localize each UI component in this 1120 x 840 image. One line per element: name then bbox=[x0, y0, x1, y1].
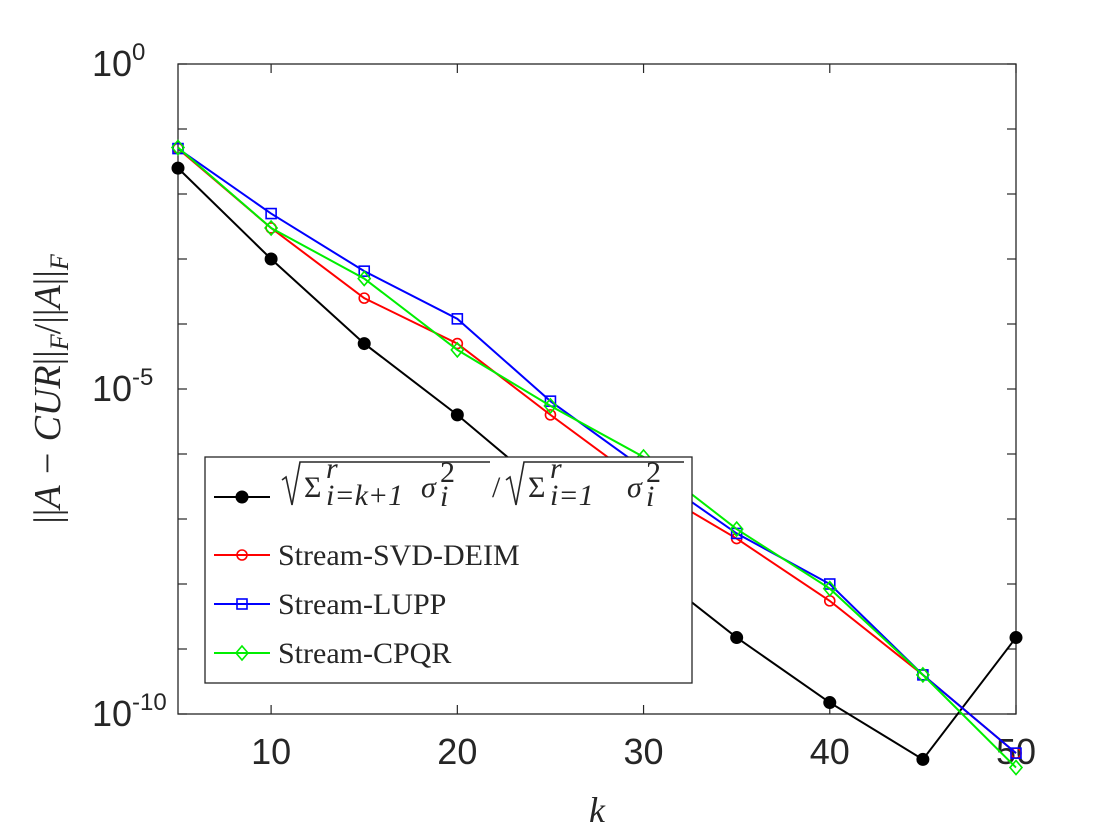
legend-sigma-1-sup: 2 bbox=[440, 456, 455, 489]
legend-marker-1 bbox=[236, 549, 248, 561]
data-point bbox=[1010, 747, 1022, 759]
legend-sum1-sup: r bbox=[326, 452, 338, 485]
data-point bbox=[264, 219, 279, 237]
legend-marker-2 bbox=[236, 598, 248, 610]
data-point bbox=[357, 270, 372, 287]
legend-sigma-1-sub: i bbox=[440, 480, 448, 513]
svg-text:Σ: Σ bbox=[528, 471, 545, 504]
svg-text:Σ: Σ bbox=[304, 471, 321, 504]
x-axis-label: k bbox=[589, 790, 606, 830]
data-point bbox=[1009, 631, 1023, 645]
x-tick-label: 20 bbox=[437, 731, 477, 772]
legend-sigma-2-sub: i bbox=[646, 480, 654, 513]
y-label-expr2: A bbox=[27, 285, 69, 312]
data-point bbox=[358, 292, 371, 304]
y-tick-label: 10-10 bbox=[92, 689, 167, 734]
axis-tick-labels: 10 20 30 40 50 10-10 10-5 100 bbox=[92, 39, 1036, 772]
data-point bbox=[915, 666, 930, 684]
legend-sum2-sup: r bbox=[550, 452, 562, 485]
legend-marker-0 bbox=[235, 490, 249, 504]
legend-entry-2: Stream-LUPP bbox=[214, 588, 446, 621]
svg-text:||A − CUR||F/||A||F: ||A − CUR||F/||A||F bbox=[27, 253, 74, 524]
data-point bbox=[729, 520, 744, 538]
data-point bbox=[170, 139, 186, 156]
data-point bbox=[1008, 759, 1024, 776]
series-layer bbox=[170, 139, 1024, 776]
legend-entry-0: Σ r i=k+1 σ 2 i / Σ r i=1 σ 2 i bbox=[214, 452, 684, 513]
data-point bbox=[543, 397, 558, 415]
data-point bbox=[916, 752, 930, 766]
x-tick-label: 40 bbox=[810, 731, 850, 772]
radical-1-icon bbox=[281, 461, 490, 506]
legend-sigma-1: σ bbox=[421, 471, 437, 504]
y-tick-label: 100 bbox=[92, 39, 145, 84]
legend: Σ r i=k+1 σ 2 i / Σ r i=1 σ 2 i Stream-S… bbox=[204, 452, 693, 684]
legend-label-2: Stream-LUPP bbox=[278, 588, 446, 621]
data-point bbox=[264, 252, 278, 266]
legend-box bbox=[204, 456, 693, 684]
legend-label-3: Stream-CPQR bbox=[278, 637, 451, 670]
y-label-slash: / bbox=[27, 323, 69, 334]
legend-sigma-2-sup: 2 bbox=[646, 456, 661, 489]
series-line-1 bbox=[177, 147, 1017, 754]
legend-entry-3: Stream-CPQR bbox=[214, 637, 451, 670]
data-point bbox=[450, 341, 465, 359]
data-point bbox=[171, 161, 185, 175]
data-point bbox=[358, 265, 371, 277]
y-tick-label: 10-5 bbox=[92, 364, 153, 409]
x-tick-label: 50 bbox=[996, 731, 1036, 772]
y-label-bars-a-right: || bbox=[27, 270, 69, 285]
x-tick-label: 10 bbox=[251, 731, 291, 772]
legend-sum1-sub: i=k+1 bbox=[326, 479, 403, 512]
data-point bbox=[357, 337, 371, 351]
data-point bbox=[730, 631, 744, 645]
legend-slash: / bbox=[492, 471, 501, 504]
legend-sum2-sub: i=1 bbox=[550, 479, 594, 512]
data-point bbox=[265, 207, 277, 220]
data-point bbox=[451, 313, 464, 325]
legend-sigma-2: σ bbox=[627, 471, 643, 504]
series-line-3 bbox=[177, 146, 1017, 769]
radical-2-icon bbox=[505, 461, 684, 506]
y-label-bars-a-left: || bbox=[27, 309, 69, 324]
legend-label-1: Stream-SVD-DEIM bbox=[278, 539, 520, 572]
data-point bbox=[451, 337, 464, 350]
data-point bbox=[822, 580, 837, 597]
data-point bbox=[823, 696, 837, 710]
series-line-2 bbox=[177, 147, 1017, 754]
y-label-bars-mid: || bbox=[27, 350, 69, 365]
data-point bbox=[450, 408, 464, 422]
y-label-sub-f1: F bbox=[45, 333, 74, 351]
x-tick-label: 30 bbox=[624, 731, 664, 772]
y-axis-label: ||A − CUR||F/||A||F bbox=[27, 253, 74, 524]
data-point bbox=[544, 409, 557, 421]
legend-marker-3 bbox=[234, 644, 250, 662]
y-label-bars-left: || bbox=[27, 509, 69, 524]
y-label-expr: A − CUR bbox=[27, 365, 69, 511]
y-label-sub-f2: F bbox=[45, 253, 74, 271]
legend-entry-1: Stream-SVD-DEIM bbox=[214, 539, 520, 572]
